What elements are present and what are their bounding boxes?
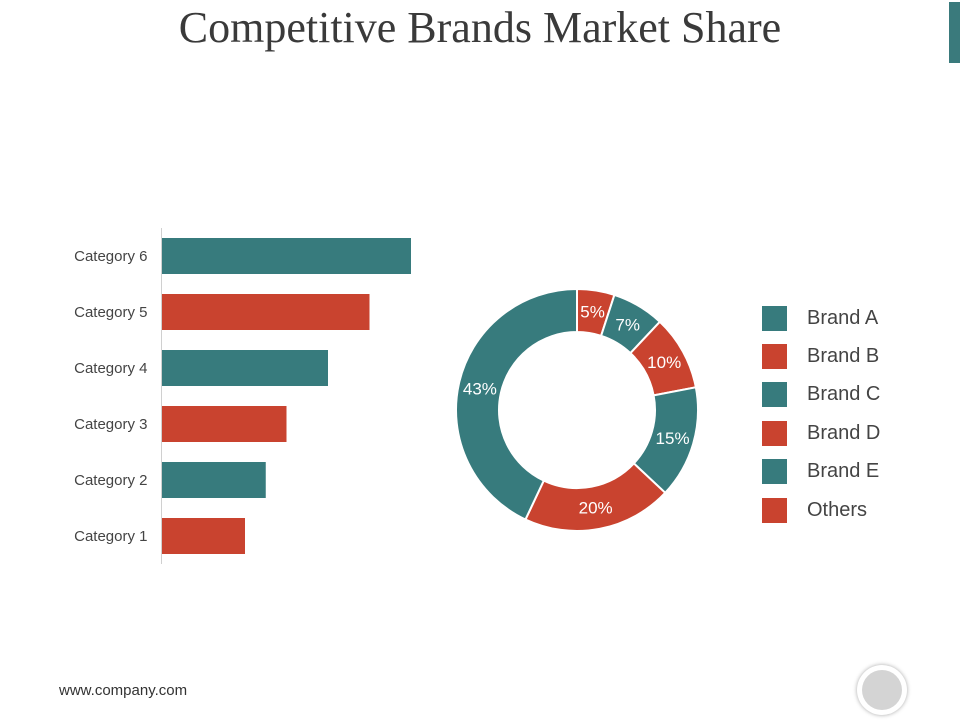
donut-chart: 5% 7% 10% 15% 20% 43% (455, 287, 699, 532)
legend-swatch (762, 382, 787, 408)
donut-slice (524, 461, 667, 532)
bar-category-3 (162, 406, 287, 442)
legend-label: Brand A (807, 306, 879, 329)
legend-item: Brand D (762, 414, 952, 452)
legend-label: Brand E (807, 460, 880, 483)
accent-bar (949, 2, 960, 63)
slice-label: 43% (463, 379, 497, 398)
bar-category-5 (162, 294, 370, 330)
bar-chart: Category 1 Category 2 Category 3 Category 4… (74, 228, 411, 564)
legend-item: Brand B (762, 337, 952, 375)
bar-category-2 (162, 462, 266, 498)
donut-slice (455, 287, 578, 521)
category-label: Category 6 (74, 248, 147, 265)
nav-button[interactable] (857, 665, 907, 715)
nav-button-fill (862, 670, 902, 710)
legend-swatch (762, 344, 787, 370)
category-label: Category 5 (74, 304, 147, 321)
chart-legend: Brand A Brand B Brand C Brand D Brand E Other… (762, 299, 952, 529)
footer-url: www.company.com (59, 682, 188, 699)
category-label: Category 2 (74, 472, 147, 489)
legend-swatch (762, 497, 787, 523)
bar-category-1 (162, 518, 245, 554)
legend-label: Brand B (807, 345, 880, 368)
bar-category-4 (162, 350, 328, 386)
legend-label: Brand D (807, 421, 881, 444)
slice-label: 5% (580, 303, 605, 322)
slice-label: 10% (647, 353, 681, 372)
legend-swatch (762, 459, 787, 485)
slide-title: Competitive Brands Market Share (178, 3, 782, 52)
legend-item: Brand A (762, 299, 952, 337)
legend-label: Brand C (807, 383, 881, 406)
legend-swatch (762, 420, 787, 446)
category-label: Category 3 (74, 416, 147, 433)
bar-category-6 (162, 238, 411, 274)
legend-swatch (762, 305, 787, 331)
legend-item: Brand E (762, 453, 952, 491)
category-label: Category 4 (74, 360, 147, 377)
legend-item: Brand C (762, 376, 952, 414)
legend-label: Others (807, 498, 868, 521)
slice-label: 15% (656, 429, 690, 448)
slice-label: 7% (615, 315, 640, 334)
slice-label: 20% (579, 499, 613, 518)
legend-item: Others (762, 491, 952, 529)
category-label: Category 1 (74, 528, 147, 545)
